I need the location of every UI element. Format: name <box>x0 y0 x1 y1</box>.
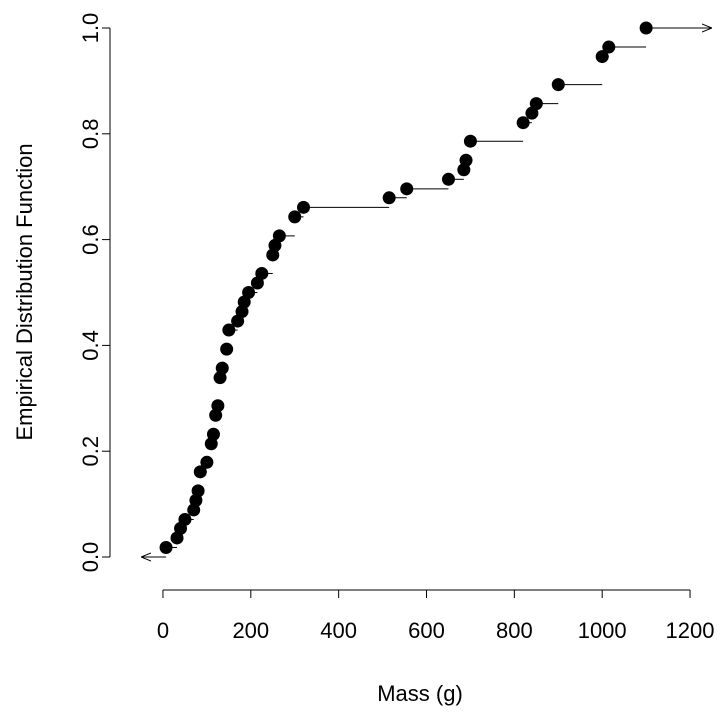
point <box>206 427 220 441</box>
point <box>288 210 302 224</box>
point <box>255 266 269 280</box>
point <box>178 512 192 526</box>
y-tick-label: 1.0 <box>78 13 103 44</box>
x-tick-label: 200 <box>232 618 269 643</box>
point <box>193 465 207 479</box>
x-tick-label: 800 <box>496 618 533 643</box>
point <box>639 21 653 35</box>
point <box>463 134 477 148</box>
point <box>220 342 234 356</box>
point <box>215 361 229 375</box>
x-tick-label: 600 <box>408 618 445 643</box>
point <box>441 172 455 186</box>
point <box>242 286 256 299</box>
point <box>222 323 236 337</box>
point <box>200 455 214 469</box>
y-tick-label: 0.4 <box>78 330 103 361</box>
y-tick-label: 0.2 <box>78 436 103 467</box>
point <box>400 182 414 196</box>
y-tick-label: 0.6 <box>78 224 103 255</box>
point <box>595 50 609 64</box>
y-tick-label: 0.0 <box>78 542 103 573</box>
x-tick-label: 400 <box>320 618 357 643</box>
point <box>297 200 311 214</box>
point <box>191 484 205 498</box>
point <box>516 116 530 130</box>
point <box>159 540 173 554</box>
y-axis-label: Empirical Distribution Function <box>12 143 37 440</box>
point <box>211 399 225 413</box>
point <box>272 229 286 243</box>
x-axis-label: Mass (g) <box>377 681 463 706</box>
x-tick-label: 0 <box>157 618 169 643</box>
point <box>382 191 396 205</box>
point <box>602 40 616 54</box>
x-tick-label: 1200 <box>666 618 715 643</box>
point <box>551 78 565 92</box>
point <box>529 97 543 111</box>
x-tick-label: 1000 <box>578 618 627 643</box>
y-tick-label: 0.8 <box>78 119 103 150</box>
point <box>459 153 473 167</box>
